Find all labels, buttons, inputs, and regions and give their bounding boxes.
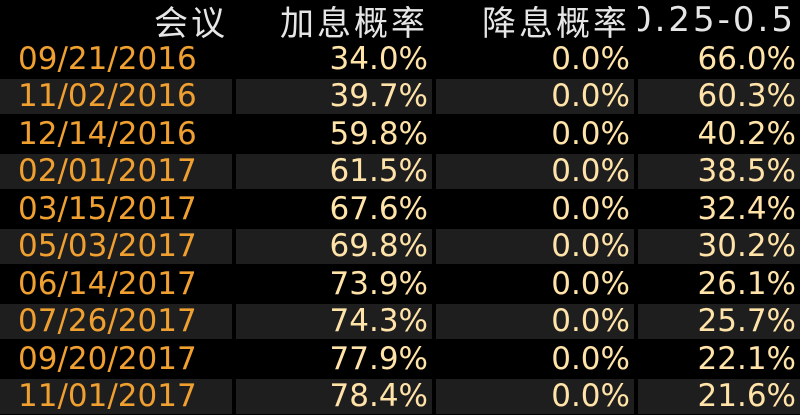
meeting-date: 02/01/2017: [0, 153, 232, 189]
probability-cell: 0.0%: [436, 228, 634, 264]
probability-cell: 60.3%: [638, 78, 800, 114]
probability-cell: 30.2%: [638, 228, 800, 264]
meeting-date: 09/20/2017: [0, 341, 232, 377]
probability-cell: 0.0%: [436, 41, 634, 77]
probability-cell: 0.0%: [436, 153, 634, 189]
column-header: 加息概率: [280, 3, 428, 41]
probability-cell: 0.0%: [436, 116, 634, 152]
probability-cell: 78.4%: [236, 378, 432, 414]
probability-cell: 0.0%: [436, 341, 634, 377]
probability-cell: 0.0%: [436, 303, 634, 339]
probability-cell: 0.0%: [436, 191, 634, 227]
meeting-date: 12/14/2016: [0, 116, 232, 152]
probability-cell: 61.5%: [236, 153, 432, 189]
probability-cell: 69.8%: [236, 228, 432, 264]
probability-cell: 26.1%: [638, 266, 800, 302]
probability-cell: 77.9%: [236, 341, 432, 377]
column-header: 降息概率: [482, 3, 630, 41]
probability-cell: 73.9%: [236, 266, 432, 302]
probability-cell: 67.6%: [236, 191, 432, 227]
column-header: 会议: [154, 3, 228, 41]
probability-cell: 66.0%: [638, 41, 800, 77]
probability-cell: 74.3%: [236, 303, 432, 339]
meeting-date: 11/01/2017: [0, 378, 232, 414]
column-header: 0.25-0.5: [638, 0, 796, 40]
meeting-date: 11/02/2016: [0, 78, 232, 114]
probability-cell: 34.0%: [236, 41, 432, 77]
probability-cell: 59.8%: [236, 116, 432, 152]
meeting-date: 03/15/2017: [0, 191, 232, 227]
meeting-date: 06/14/2017: [0, 266, 232, 302]
probability-cell: 21.6%: [638, 378, 800, 414]
probability-cell: 32.4%: [638, 191, 800, 227]
probability-cell: 22.1%: [638, 341, 800, 377]
probability-cell: 39.7%: [236, 78, 432, 114]
meeting-date: 07/26/2017: [0, 303, 232, 339]
probability-cell: 40.2%: [638, 116, 800, 152]
probability-cell: 25.7%: [638, 303, 800, 339]
meeting-date: 05/03/2017: [0, 228, 232, 264]
probability-cell: 38.5%: [638, 153, 800, 189]
probability-cell: 0.0%: [436, 78, 634, 114]
probability-cell: 0.0%: [436, 266, 634, 302]
meeting-date: 09/21/2016: [0, 41, 232, 77]
probability-cell: 0.0%: [436, 378, 634, 414]
